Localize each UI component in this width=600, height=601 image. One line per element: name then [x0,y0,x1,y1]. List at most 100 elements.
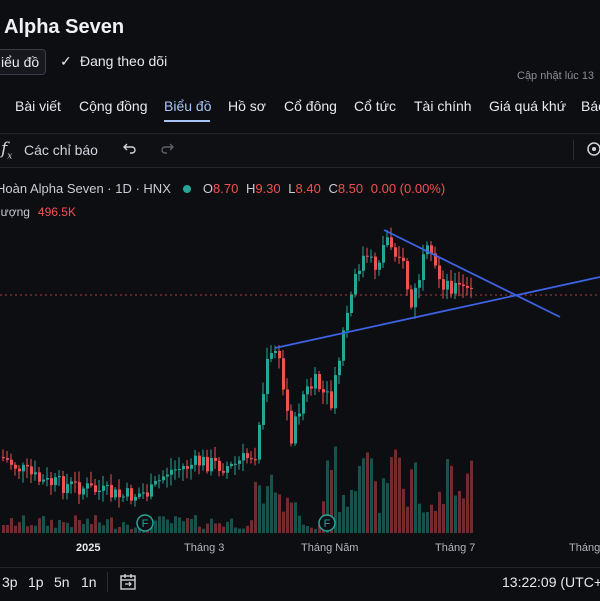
volume-bar [350,489,353,533]
high-key: H [245,181,256,196]
volume-key: lượng [0,205,30,219]
volume-bar [394,449,397,533]
candle-body [218,460,221,471]
volume-bar [50,519,53,533]
high-value: 9.30 [255,181,281,196]
volume-bar [6,525,9,533]
candle-body [226,466,229,473]
tab-shareholders[interactable]: Cổ đông [284,98,337,114]
candle-body [50,478,53,486]
candle-body [434,253,437,266]
volume-bar [14,525,17,533]
candle-body [426,245,429,255]
open-key: O [202,181,213,196]
tab-community[interactable]: Cộng đồng [79,98,148,114]
candle-body [142,492,145,494]
volume-bar [126,524,129,533]
range-3m[interactable]: 3p [2,574,18,590]
support-trendline[interactable] [274,276,600,349]
candle-body [30,466,33,475]
calendar-range-icon[interactable] [118,572,138,595]
volume-bar [42,516,45,533]
function-icon[interactable]: fx [1,139,13,162]
range-1m[interactable]: 1p [28,574,44,590]
candle-body [354,274,357,295]
range-1d[interactable]: 1n [81,574,97,590]
tab-dividends[interactable]: Cổ tức [354,98,397,114]
candle-body [362,255,365,271]
event-marker-1[interactable]: F [136,514,154,532]
volume-bar [362,458,365,533]
volume-bar [218,523,221,533]
candle-body [278,350,281,359]
event-marker-2[interactable]: F [318,514,336,532]
candle-body [158,480,161,482]
volume-bar [250,520,253,533]
candle-body [286,389,289,411]
volume-bar [262,503,265,533]
tab-reports[interactable]: Báo [581,98,600,114]
candle-body [290,410,293,444]
tab-price-history[interactable]: Giá quá khứ [489,98,567,114]
volume-bar [378,512,381,533]
volume-bar [290,502,293,533]
redo-icon[interactable] [159,140,175,159]
range-5d[interactable]: 5n [54,574,70,590]
volume-bar [442,503,445,533]
candle-body [390,237,393,248]
candle-body [198,455,201,466]
candle-body [166,474,169,477]
undo-icon[interactable] [122,140,138,159]
candle-body [62,476,65,493]
tab-profile[interactable]: Hồ sơ [228,98,266,114]
volume-bar [38,518,41,533]
volume-bar [182,521,185,533]
price-chart[interactable]: F F [0,167,600,537]
candle-body [66,484,69,493]
volume-bar [234,527,237,533]
candle-body [410,289,413,308]
tab-posts[interactable]: Bài viết [15,98,61,114]
volume-bar [278,494,281,533]
volume-bar [22,515,25,533]
volume-bar [190,518,193,533]
settings-icon[interactable] [585,140,600,161]
candle-body [326,391,329,393]
indicators-button[interactable]: Các chỉ báo [24,142,98,158]
toolbar-divider [573,140,574,160]
candle-body [374,256,377,270]
volume-bar [226,521,229,533]
resistance-trendline[interactable] [383,229,561,318]
candle-body [258,424,261,460]
candle-body [178,469,181,471]
volume-bar [450,465,453,533]
candle-body [90,483,93,486]
volume-bar [230,518,233,533]
volume-bar [170,523,173,533]
candle-body [394,247,397,257]
candle-body [366,255,369,257]
candle-body [94,485,97,493]
event-marker-1-label: F [142,518,149,530]
candle-body [70,481,73,485]
candle-body [150,484,153,497]
chart-view-chip[interactable]: iểu đồ [0,49,47,75]
candle-body [398,256,401,258]
tab-financials[interactable]: Tài chính [414,98,472,114]
clock-timezone[interactable]: 13:22:09 (UTC+7 [502,574,600,590]
tab-chart[interactable]: Biểu đồ [164,98,212,114]
follow-button[interactable]: ✓ Đang theo dõi [60,53,167,70]
volume-bar [390,457,393,533]
volume-bar [326,460,329,533]
candle-body [110,484,113,498]
volume-bar [154,520,157,533]
market-status-dot [182,185,191,193]
bottom-divider [107,572,108,592]
volume-bar [90,523,93,533]
time-label-march: Tháng 3 [184,542,225,554]
time-axis[interactable]: 2025 Tháng 3 Tháng Năm Tháng 7 Tháng [0,538,600,560]
volume-bar [94,515,97,533]
volume-bar [242,528,245,533]
volume-bar [346,506,349,533]
candle-body [234,463,237,465]
